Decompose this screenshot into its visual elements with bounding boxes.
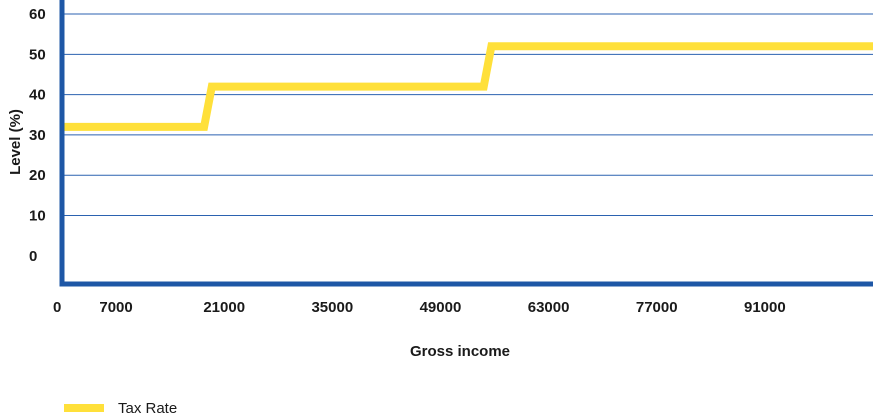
series-line-tax-rate <box>62 42 873 131</box>
y-tick-label: 10 <box>29 208 46 225</box>
x-tick-label: 35000 <box>311 299 353 316</box>
axes <box>59 0 873 287</box>
legend-swatch-tax-rate <box>64 404 104 412</box>
x-tick-label: 77000 <box>636 299 678 316</box>
y-tick-label: 50 <box>29 46 46 63</box>
x-tick-label: 0 <box>53 299 61 316</box>
y-tick-label: 60 <box>29 6 46 23</box>
x-tick-label: 91000 <box>744 299 786 316</box>
x-axis-title: Gross income <box>410 343 510 360</box>
y-tick-label: 30 <box>29 127 46 144</box>
series-layer <box>62 42 873 131</box>
y-tick-label: 20 <box>29 167 46 184</box>
y-axis-title: Level (%) <box>7 109 24 175</box>
y-tick-label: 0 <box>29 248 37 265</box>
grid-lines <box>62 13 873 217</box>
x-tick-label: 63000 <box>528 299 570 316</box>
y-tick-label: 40 <box>29 87 46 104</box>
tick-labels: 0 10 20 30 40 50 60 0 7000 21000 35000 49000 63000 77… <box>29 6 786 316</box>
x-tick-label: 7000 <box>99 299 132 316</box>
legend: Tax Rate <box>64 399 177 417</box>
legend-label-tax-rate: Tax Rate <box>118 399 178 417</box>
x-tick-label: 21000 <box>203 299 245 316</box>
x-tick-label: 49000 <box>420 299 462 316</box>
